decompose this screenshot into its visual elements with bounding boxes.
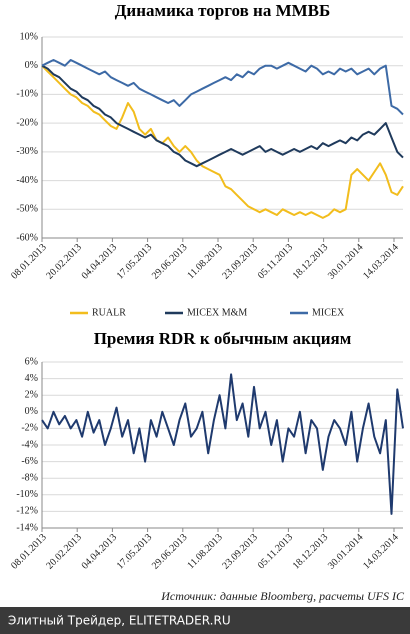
y-tick-label: -8% xyxy=(21,472,38,483)
y-tick-label: -14% xyxy=(16,522,38,533)
y-tick-label: -60% xyxy=(16,232,38,243)
watermark-bar xyxy=(0,607,410,634)
chart-title: Премия RDR к обычным акциям xyxy=(94,329,352,348)
legend-label: MICEX M&M xyxy=(187,307,247,318)
y-tick-label: -6% xyxy=(21,456,38,467)
y-tick-label: -10% xyxy=(16,489,38,500)
series-line xyxy=(41,59,404,116)
y-tick-label: 6% xyxy=(25,356,38,367)
y-tick-label: -40% xyxy=(16,175,38,186)
source-note: Источник: данные Bloomberg, расчеты UFS … xyxy=(160,589,405,603)
watermark: Элитный Трейдер, ELITETRADER.RU xyxy=(8,614,231,628)
legend-label: MICEX xyxy=(312,307,345,318)
legend-label: RUALR xyxy=(92,307,126,318)
y-tick-label: -20% xyxy=(16,117,38,128)
y-tick-label: 0% xyxy=(25,406,38,417)
y-tick-label: -50% xyxy=(16,204,38,215)
y-tick-label: -30% xyxy=(16,146,38,157)
series-line xyxy=(41,373,404,515)
series-line xyxy=(41,64,404,219)
series-line xyxy=(41,64,404,168)
y-tick-label: 0% xyxy=(25,60,38,71)
y-tick-label: -2% xyxy=(21,423,38,434)
chart-title: Динамика торгов на ММВБ xyxy=(115,1,331,20)
y-tick-label: 2% xyxy=(25,389,38,400)
y-tick-label: -4% xyxy=(21,439,38,450)
y-tick-label: -10% xyxy=(16,89,38,100)
y-tick-label: 10% xyxy=(20,31,38,42)
y-tick-label: -12% xyxy=(16,506,38,517)
y-tick-label: 4% xyxy=(25,373,38,384)
